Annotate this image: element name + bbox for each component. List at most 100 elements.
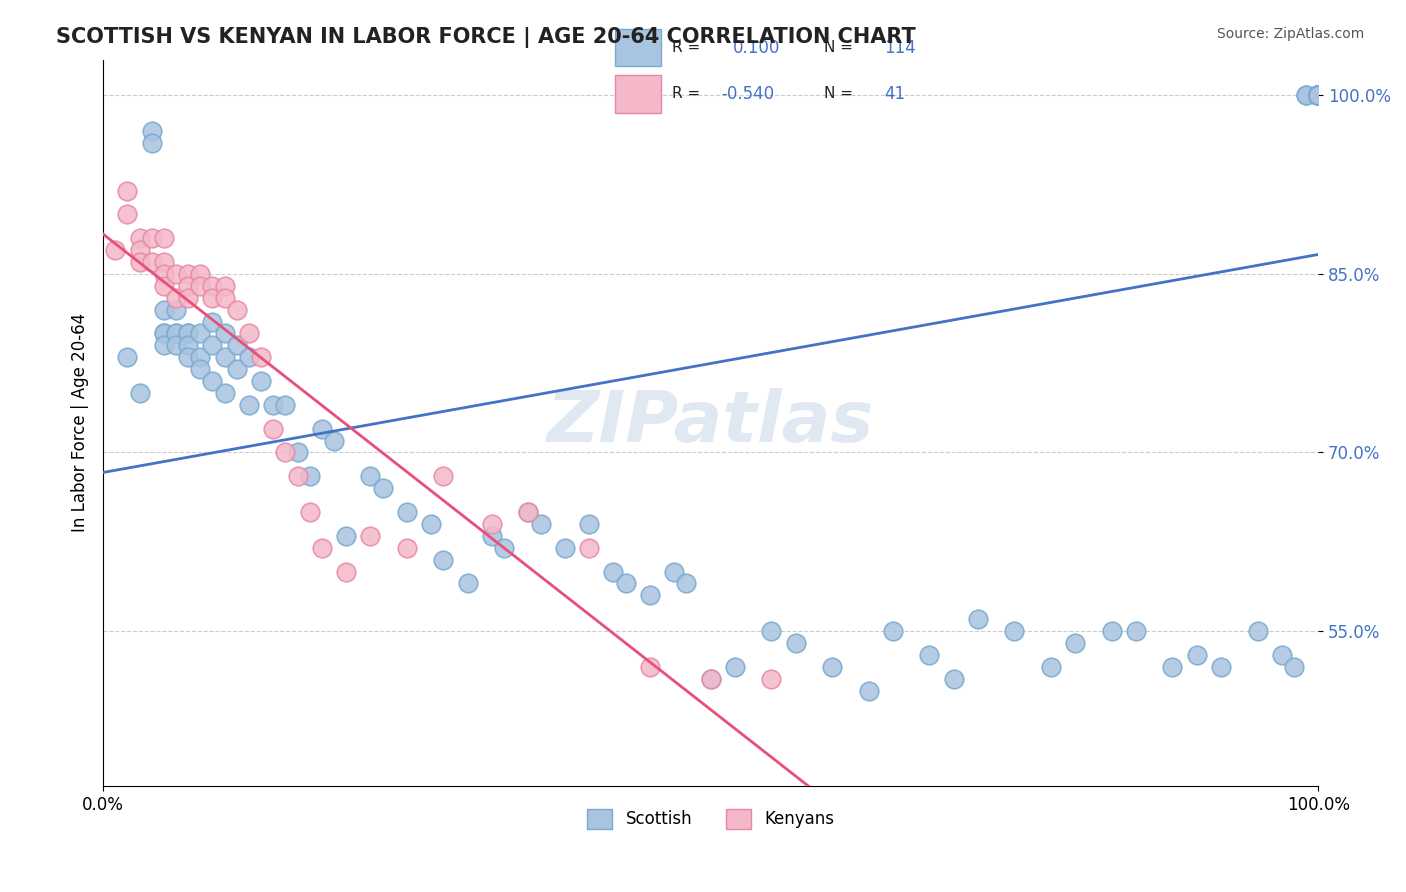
Text: ZIPatlas: ZIPatlas [547, 388, 875, 458]
Point [262, 398, 284, 412]
Point [117, 184, 139, 198]
Point [153, 326, 176, 341]
Point [1246, 624, 1268, 638]
Point [238, 326, 260, 341]
Point [1308, 88, 1330, 103]
Point [238, 350, 260, 364]
Point [1308, 88, 1330, 103]
Point [578, 541, 600, 555]
Point [1308, 88, 1330, 103]
Point [602, 565, 624, 579]
Point [481, 516, 503, 531]
Point [287, 469, 309, 483]
Point [614, 576, 637, 591]
Point [1308, 88, 1330, 103]
Point [1308, 88, 1330, 103]
Point [214, 291, 236, 305]
Point [201, 338, 224, 352]
Point [882, 624, 904, 638]
Point [699, 672, 721, 686]
Text: 0.100: 0.100 [733, 39, 780, 57]
Point [359, 529, 381, 543]
Point [153, 255, 176, 269]
Point [141, 231, 163, 245]
Point [165, 291, 187, 305]
Point [201, 291, 224, 305]
Point [821, 659, 844, 673]
Point [554, 541, 576, 555]
Point [262, 422, 284, 436]
Point [1295, 88, 1317, 103]
Point [225, 362, 247, 376]
Point [225, 302, 247, 317]
Point [177, 326, 200, 341]
Point [274, 398, 297, 412]
Point [177, 338, 200, 352]
Point [141, 136, 163, 150]
Text: R =: R = [672, 40, 700, 55]
Point [1308, 88, 1330, 103]
Point [335, 565, 357, 579]
Point [214, 326, 236, 341]
Point [165, 326, 187, 341]
Point [128, 243, 150, 257]
Point [432, 469, 454, 483]
Point [1308, 88, 1330, 103]
Point [918, 648, 941, 662]
Point [104, 243, 127, 257]
Point [1308, 88, 1330, 103]
Point [238, 398, 260, 412]
Point [1308, 88, 1330, 103]
Point [395, 541, 418, 555]
Point [214, 386, 236, 401]
Point [675, 576, 697, 591]
Point [1271, 648, 1294, 662]
Point [1064, 636, 1087, 650]
Point [165, 326, 187, 341]
Point [311, 541, 333, 555]
Point [153, 278, 176, 293]
Point [225, 338, 247, 352]
Point [117, 207, 139, 221]
Point [1308, 88, 1330, 103]
Point [165, 267, 187, 281]
Point [177, 350, 200, 364]
Point [785, 636, 807, 650]
Point [1308, 88, 1330, 103]
Point [371, 481, 394, 495]
Point [201, 278, 224, 293]
Point [517, 505, 540, 519]
Point [761, 672, 783, 686]
Point [494, 541, 516, 555]
Point [177, 278, 200, 293]
Point [250, 350, 273, 364]
Point [153, 338, 176, 352]
Point [699, 672, 721, 686]
Point [177, 326, 200, 341]
Point [529, 516, 551, 531]
Point [153, 231, 176, 245]
Point [188, 350, 211, 364]
Point [578, 516, 600, 531]
Point [188, 362, 211, 376]
Point [638, 659, 661, 673]
Point [1101, 624, 1123, 638]
Point [177, 291, 200, 305]
Text: 41: 41 [884, 85, 905, 103]
Point [942, 672, 965, 686]
Point [1308, 88, 1330, 103]
Point [724, 659, 747, 673]
Point [1308, 88, 1330, 103]
Point [457, 576, 479, 591]
Bar [614, 29, 661, 67]
Point [188, 278, 211, 293]
Point [1308, 88, 1330, 103]
Point [1308, 88, 1330, 103]
Bar [614, 75, 661, 112]
Point [1308, 88, 1330, 103]
Point [153, 302, 176, 317]
Point [141, 124, 163, 138]
Text: 114: 114 [884, 39, 917, 57]
Point [117, 350, 139, 364]
Point [432, 552, 454, 566]
